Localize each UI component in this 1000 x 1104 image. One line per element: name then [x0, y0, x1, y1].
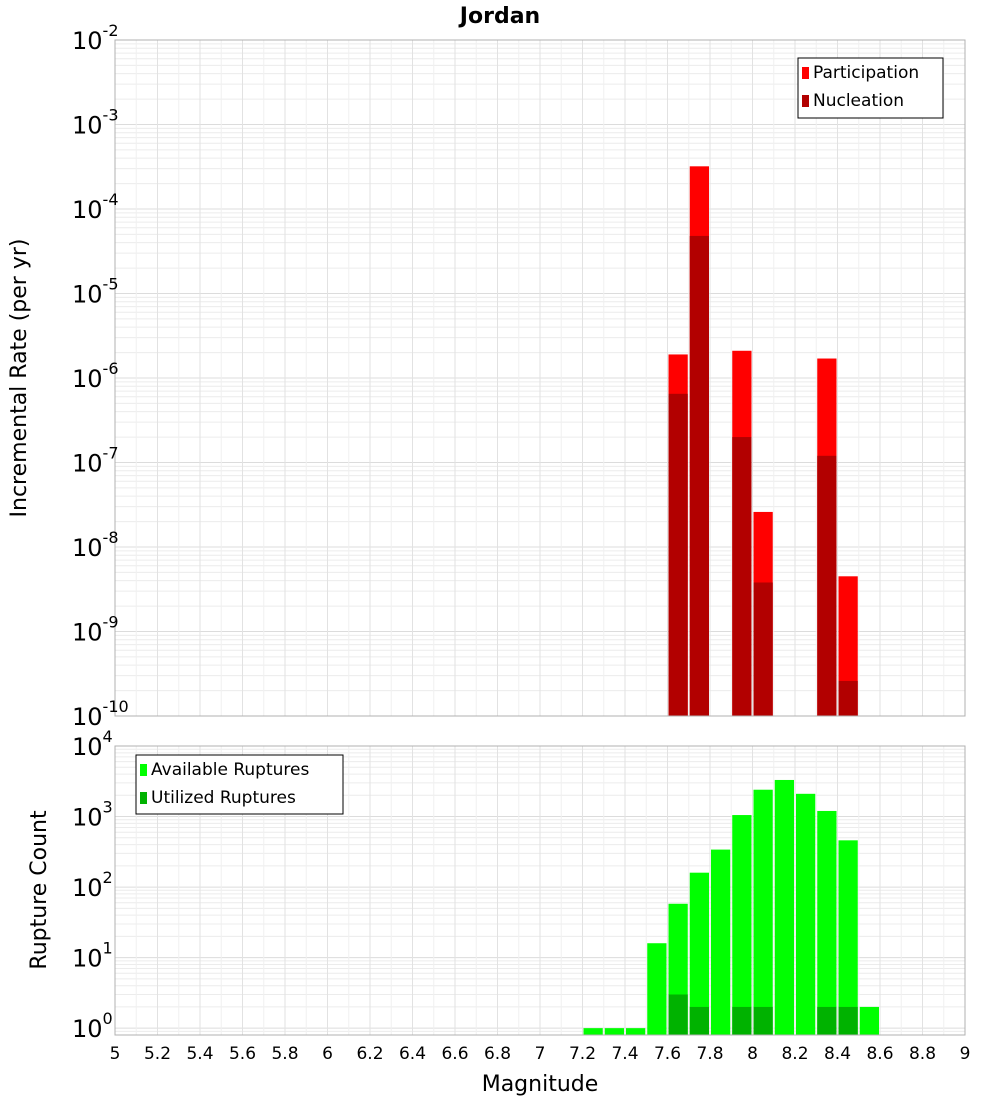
count-bar-available-ruptures [732, 815, 752, 1035]
x-tick-label: 8 [747, 1044, 758, 1064]
x-tick-label: 7.4 [611, 1044, 638, 1064]
count-y-tick-label: 102 [72, 868, 113, 902]
rate-y-tick-label: 10-9 [72, 613, 119, 647]
count-bar-available-ruptures [796, 793, 816, 1035]
chart-title: Jordan [458, 4, 540, 29]
count-bar-utilized-ruptures [753, 1006, 773, 1035]
count-bar-utilized-ruptures [689, 1006, 709, 1035]
x-tick-label: 9 [960, 1044, 971, 1064]
rate-panel: 10-10 10-9 10-8 10-7 10-6 10-5 10-4 10-3 10-2 Par… [72, 21, 966, 731]
x-tick-label: 6.8 [484, 1044, 511, 1064]
x-axis-label: Magnitude [482, 1072, 599, 1097]
bottom-y-axis-label: Rupture Count [27, 810, 52, 970]
rate-y-tick-label: 10-7 [72, 444, 119, 478]
x-tick-label: 6.6 [441, 1044, 468, 1064]
count-bar-available-ruptures [583, 1028, 603, 1035]
count-y-tick-label: 103 [72, 798, 113, 832]
x-tick-label: 8.2 [781, 1044, 808, 1064]
count-bar-available-ruptures [647, 943, 667, 1035]
rupture-count-panel: 100 101 102 103 104 Available Ruptures Utilize… [72, 727, 970, 1064]
x-tick-label: 5.2 [144, 1044, 171, 1064]
rate-bar-nucleation [689, 235, 709, 716]
count-bar-available-ruptures [838, 840, 858, 1035]
x-tick-label: 8.6 [866, 1044, 893, 1064]
x-tick-label: 6.2 [356, 1044, 383, 1064]
x-tick-label: 7.6 [654, 1044, 681, 1064]
x-tick-label: 7.2 [569, 1044, 596, 1064]
rate-bar-nucleation [838, 680, 858, 716]
x-tick-label: 5 [110, 1044, 121, 1064]
rate-legend: Participation Nucleation [797, 57, 944, 119]
count-bar-available-ruptures [774, 779, 794, 1035]
count-bar-available-ruptures [711, 849, 731, 1035]
rate-y-tick-label: 10-2 [72, 21, 119, 55]
x-tick-label: 5.8 [271, 1044, 298, 1064]
count-bar-utilized-ruptures [838, 1006, 858, 1035]
legend-swatch-nucleation [802, 95, 809, 107]
count-bar-available-ruptures [689, 872, 709, 1035]
rate-y-tick-label: 10-8 [72, 528, 119, 562]
count-bar-available-ruptures [626, 1028, 646, 1035]
x-tick-label: 8.8 [909, 1044, 936, 1064]
count-bar-utilized-ruptures [732, 1006, 752, 1035]
legend-label-participation: Participation [813, 63, 919, 83]
count-bar-utilized-ruptures [668, 994, 688, 1035]
count-bar-available-ruptures [604, 1028, 624, 1035]
legend-swatch-available-ruptures [140, 764, 147, 776]
count-legend: Available Ruptures Utilized Ruptures [135, 754, 344, 815]
x-tick-label: 7.8 [696, 1044, 723, 1064]
count-legend-box [135, 754, 344, 815]
rate-y-tick-label: 10-5 [72, 275, 119, 309]
count-y-tick-label: 100 [72, 1009, 113, 1043]
rate-bar-nucleation [817, 455, 837, 716]
x-tick-label: 8.4 [824, 1044, 851, 1064]
x-tick-label: 5.6 [229, 1044, 256, 1064]
rate-y-tick-label: 10-3 [72, 106, 119, 140]
rate-y-tick-label: 10-10 [72, 697, 129, 731]
x-tick-label: 6 [322, 1044, 333, 1064]
rate-bar-nucleation [732, 437, 752, 716]
rate-y-tick-label: 10-4 [72, 190, 119, 224]
count-bar-available-ruptures [753, 789, 773, 1035]
legend-swatch-participation [802, 67, 809, 79]
legend-swatch-utilized-ruptures [140, 792, 147, 804]
legend-label-utilized-ruptures: Utilized Ruptures [151, 788, 296, 808]
top-y-axis-label: Incremental Rate (per yr) [7, 239, 32, 518]
legend-label-available-ruptures: Available Ruptures [151, 760, 309, 780]
rate-legend-box [797, 57, 944, 119]
count-bar-available-ruptures [817, 810, 837, 1035]
rate-bar-nucleation [668, 393, 688, 716]
count-bar-available-ruptures [859, 1006, 879, 1035]
x-tick-label: 6.4 [399, 1044, 426, 1064]
count-y-tick-label: 101 [72, 939, 113, 973]
rate-y-tick-label: 10-6 [72, 359, 119, 393]
rate-plot-frame [114, 39, 966, 717]
legend-label-nucleation: Nucleation [813, 91, 904, 111]
count-bar-utilized-ruptures [817, 1006, 837, 1035]
x-tick-label: 7 [535, 1044, 546, 1064]
count-plot-frame [114, 745, 966, 1036]
x-tick-label: 5.4 [186, 1044, 213, 1064]
rate-bar-nucleation [753, 582, 773, 716]
count-y-tick-label: 104 [72, 727, 113, 761]
